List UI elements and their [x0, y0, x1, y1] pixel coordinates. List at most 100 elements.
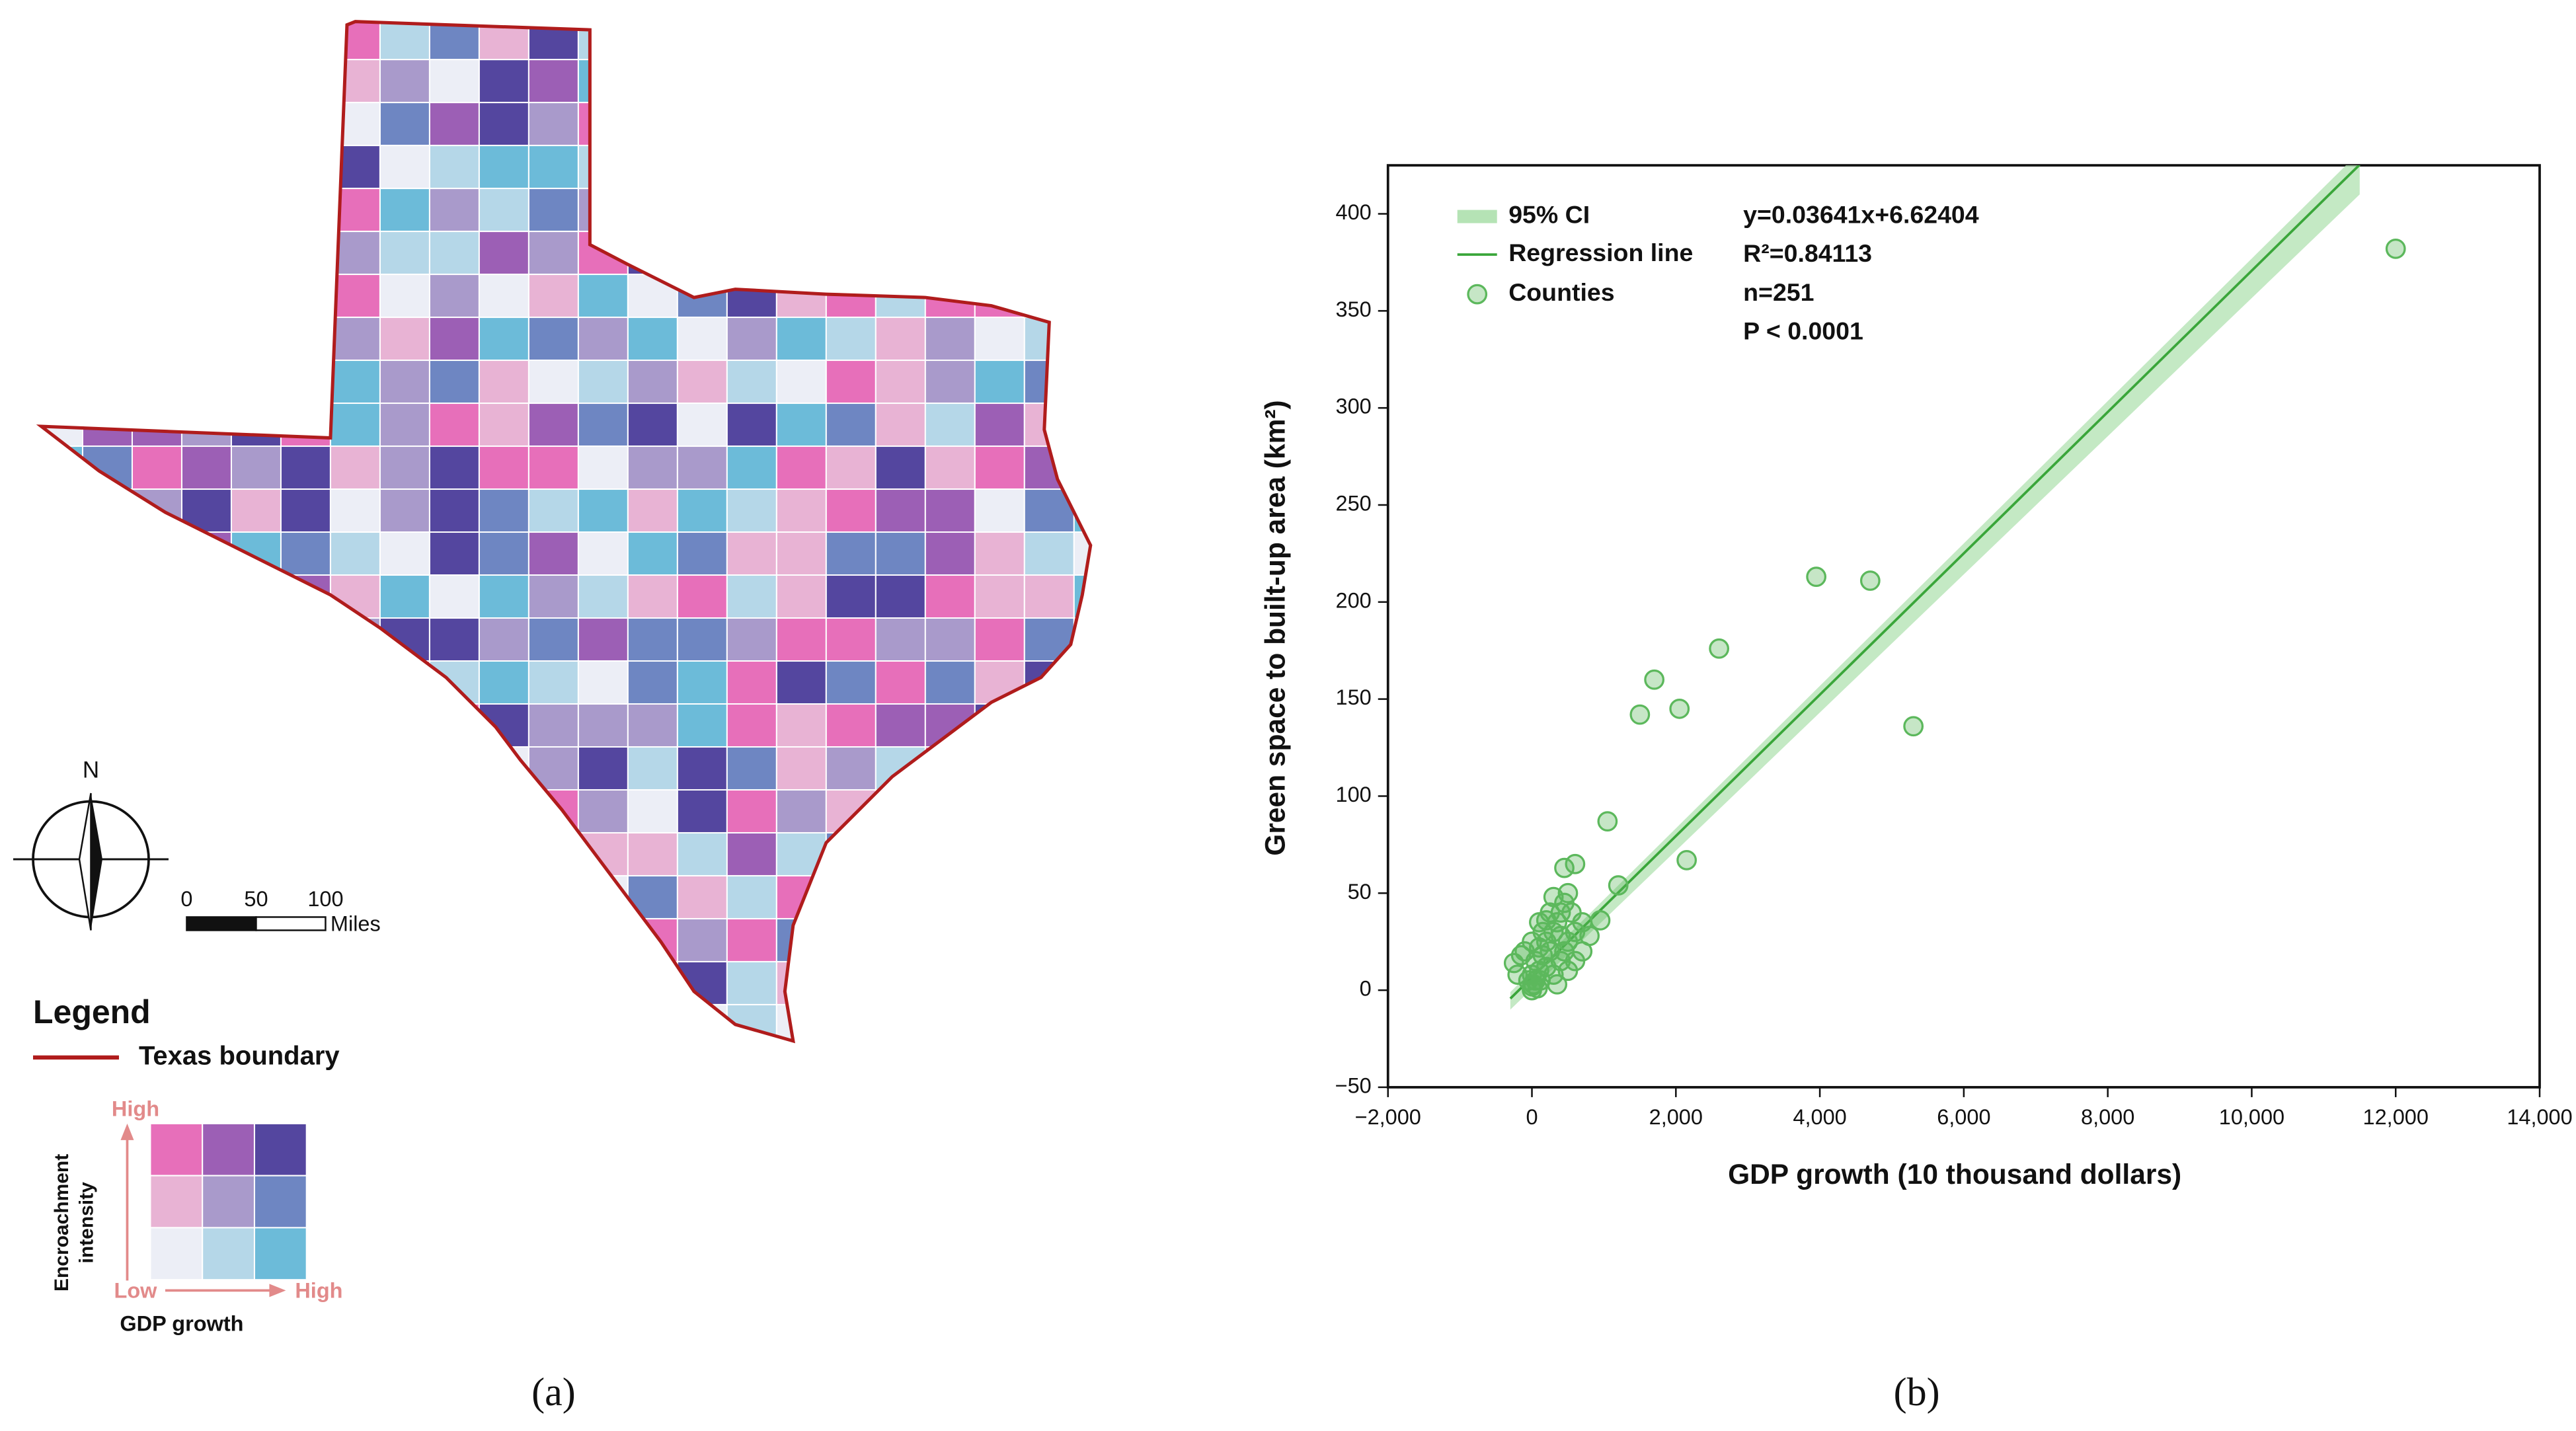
county — [41, 874, 83, 919]
county — [825, 360, 877, 405]
county — [1023, 403, 1075, 447]
county — [527, 488, 579, 533]
county — [627, 145, 678, 190]
regression-line — [1509, 165, 2361, 1000]
county — [726, 488, 777, 533]
county — [1073, 445, 1091, 490]
x-tick-label: 14,000 — [2507, 1105, 2572, 1129]
county — [230, 531, 282, 576]
county — [1025, 1048, 1074, 1091]
county — [676, 360, 728, 405]
legend-cell — [253, 1122, 307, 1177]
y-axis-title: Green space to built-up area (km²) — [1260, 400, 1291, 855]
county — [1073, 531, 1091, 576]
county — [527, 59, 579, 104]
county — [380, 1048, 430, 1091]
county — [379, 531, 430, 576]
county — [329, 445, 381, 490]
legend-cell — [149, 1175, 204, 1229]
county — [726, 574, 777, 619]
county — [1023, 145, 1075, 190]
county — [131, 188, 182, 233]
county — [329, 145, 381, 190]
county — [875, 1003, 926, 1041]
county — [428, 617, 480, 662]
county — [230, 231, 282, 276]
county — [428, 531, 480, 576]
county — [974, 574, 1025, 619]
county — [428, 832, 480, 876]
county — [428, 403, 480, 447]
county — [924, 789, 976, 833]
county — [825, 832, 877, 876]
county — [825, 145, 877, 190]
county — [676, 574, 728, 619]
legend-cell — [202, 1122, 255, 1177]
county — [627, 703, 678, 748]
county — [379, 574, 430, 619]
county — [83, 1048, 132, 1091]
county — [478, 488, 529, 533]
point — [1859, 570, 1881, 591]
point — [1608, 875, 1629, 896]
county — [875, 21, 926, 61]
county — [131, 102, 182, 147]
county — [180, 746, 232, 791]
county — [875, 488, 926, 533]
county — [428, 274, 480, 319]
county — [924, 703, 976, 748]
legend-cell — [149, 1227, 204, 1281]
county — [875, 660, 926, 705]
county — [825, 1003, 877, 1041]
county — [379, 445, 430, 490]
county — [577, 789, 629, 833]
county — [577, 317, 629, 362]
county — [131, 531, 182, 576]
county — [577, 531, 629, 576]
county — [627, 960, 678, 1005]
county — [329, 403, 381, 447]
county — [379, 832, 430, 876]
county — [180, 531, 232, 576]
county — [527, 703, 579, 748]
county — [627, 488, 678, 533]
stat-annotation: n=251 — [1743, 278, 1814, 306]
county — [280, 360, 331, 405]
county — [974, 317, 1025, 362]
county — [726, 660, 777, 705]
county — [775, 403, 827, 447]
county — [379, 617, 430, 662]
county — [676, 832, 728, 876]
county — [775, 188, 827, 233]
county — [974, 59, 1025, 104]
county — [329, 59, 381, 104]
county — [379, 231, 430, 276]
county — [577, 403, 629, 447]
county — [180, 102, 232, 147]
county — [527, 445, 579, 490]
county — [230, 703, 282, 748]
county — [627, 59, 678, 104]
point — [2385, 239, 2406, 259]
county — [924, 531, 976, 576]
county — [1073, 59, 1091, 104]
county — [726, 145, 777, 190]
county — [180, 789, 232, 833]
county — [676, 531, 728, 576]
county — [924, 488, 976, 533]
county — [379, 274, 430, 319]
county — [329, 746, 381, 791]
county — [230, 317, 282, 362]
county — [825, 660, 877, 705]
county — [875, 960, 926, 1005]
county — [180, 832, 232, 876]
county — [875, 703, 926, 748]
county — [1073, 960, 1091, 1005]
county — [775, 102, 827, 147]
county — [577, 660, 629, 705]
county — [924, 403, 976, 447]
county — [428, 960, 480, 1005]
point — [1676, 849, 1698, 870]
county — [478, 746, 529, 791]
y-tick-label: 150 — [1336, 685, 1372, 709]
